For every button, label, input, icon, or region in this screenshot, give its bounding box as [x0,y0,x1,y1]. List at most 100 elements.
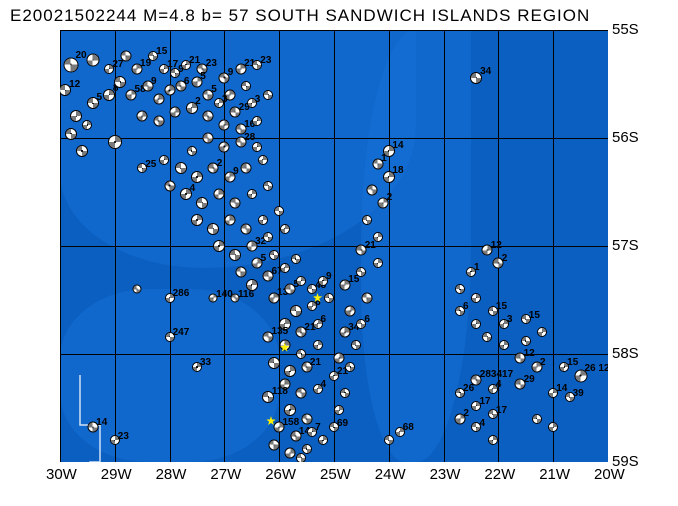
focal-mechanism-marker[interactable] [334,405,344,415]
beachball-quadrant [126,56,131,61]
focal-mechanism-marker[interactable] [373,232,383,242]
focal-mechanism-marker[interactable] [268,357,280,369]
focal-mechanism-marker[interactable] [455,284,465,294]
focal-mechanism-marker[interactable] [488,435,498,445]
focal-mechanism-marker[interactable] [235,266,246,277]
focal-mechanism-marker[interactable] [345,362,355,372]
focal-mechanism-marker[interactable] [296,453,306,462]
focal-mechanism-marker[interactable] [313,340,323,350]
focal-mechanism-marker[interactable] [191,171,203,183]
focal-mechanism-marker[interactable] [120,50,131,61]
focal-mechanism-marker[interactable] [219,141,230,152]
focal-mechanism-marker[interactable] [213,240,225,252]
beachball-center-dot [284,323,285,324]
focal-mechanism-marker[interactable] [241,81,251,91]
beachball-quadrant [384,177,389,182]
focal-mechanism-marker[interactable] [361,292,372,303]
focal-mechanism-marker[interactable] [373,258,383,268]
focal-mechanism-marker[interactable] [164,85,175,96]
focal-mechanism-marker[interactable] [471,319,481,329]
focal-mechanism-marker[interactable] [224,215,235,226]
focal-mechanism-marker[interactable] [367,184,378,195]
focal-mechanism-marker[interactable] [153,115,164,126]
beachball-quadrant [182,65,186,69]
focal-mechanism-marker[interactable] [82,120,92,130]
event-count-label: 6 [364,314,370,325]
focal-mechanism-marker[interactable] [137,111,148,122]
beachball-quadrant [142,112,147,117]
beachball-quadrant [247,246,252,251]
focal-mechanism-marker[interactable] [285,448,296,459]
focal-mechanism-marker[interactable] [362,215,372,225]
focal-mechanism-marker[interactable] [269,250,279,260]
focal-mechanism-marker[interactable] [207,223,219,235]
focal-mechanism-marker[interactable] [247,189,257,199]
focal-mechanism-marker[interactable] [548,422,558,432]
beachball-center-dot [301,353,302,354]
focal-mechanism-marker[interactable] [284,365,296,377]
focal-mechanism-marker[interactable] [230,197,241,208]
beachball-quadrant [290,289,295,294]
beachball-quadrant [257,143,261,147]
focal-mechanism-marker[interactable] [196,197,208,209]
focal-mechanism-marker[interactable] [318,435,328,445]
focal-mechanism-marker[interactable] [280,224,290,234]
focal-mechanism-marker[interactable] [241,223,252,234]
focal-mechanism-marker[interactable] [132,285,141,294]
focal-mechanism-marker[interactable] [296,387,307,398]
focal-mechanism-marker[interactable] [482,332,492,342]
focal-mechanism-marker[interactable] [258,155,268,165]
focal-mechanism-marker[interactable] [499,340,509,350]
focal-mechanism-marker[interactable] [351,340,361,350]
focal-mechanism-marker[interactable] [229,249,241,261]
focal-mechanism-marker[interactable] [70,110,82,122]
focal-mechanism-marker[interactable] [76,145,88,157]
focal-mechanism-marker[interactable] [263,90,273,100]
focal-mechanism-marker[interactable] [263,232,273,242]
beachball-center-dot [317,323,318,324]
focal-mechanism-marker[interactable] [290,305,302,317]
focal-mechanism-marker[interactable] [202,133,213,144]
focal-mechanism-marker[interactable] [108,135,122,149]
focal-mechanism-marker[interactable] [280,263,290,273]
focal-mechanism-marker[interactable] [291,254,301,264]
event-count-label: 5 [200,71,206,82]
focal-mechanism-marker[interactable] [187,146,197,156]
focal-mechanism-marker[interactable] [296,276,306,286]
focal-mechanism-marker[interactable] [284,404,296,416]
focal-mechanism-marker[interactable] [274,206,284,216]
focal-mechanism-marker[interactable] [164,180,175,191]
focal-mechanism-marker[interactable] [334,353,345,364]
beachball-quadrant [384,151,389,156]
focal-mechanism-marker[interactable] [202,111,213,122]
focal-mechanism-marker[interactable] [301,413,312,424]
focal-mechanism-marker[interactable] [65,128,77,140]
event-count-label: 7 [315,422,321,433]
focal-mechanism-marker[interactable] [340,388,350,398]
focal-mechanism-marker[interactable] [213,189,224,200]
focal-mechanism-marker[interactable] [252,116,262,126]
focal-mechanism-marker[interactable] [241,163,252,174]
focal-mechanism-marker[interactable] [296,349,306,359]
focal-mechanism-marker[interactable] [219,120,230,131]
focal-mechanism-marker[interactable] [258,215,268,225]
focal-mechanism-marker[interactable] [521,336,531,346]
focal-mechanism-marker[interactable] [191,214,203,226]
focal-mechanism-marker[interactable] [175,162,187,174]
focal-mechanism-marker[interactable] [532,414,542,424]
focal-mechanism-marker[interactable] [537,327,547,337]
focal-mechanism-marker[interactable] [263,181,273,191]
focal-mechanism-marker[interactable] [471,293,481,303]
focal-mechanism-marker[interactable] [114,76,126,88]
beachball-center-dot [476,427,477,428]
focal-mechanism-marker[interactable] [356,267,366,277]
focal-mechanism-marker[interactable] [345,305,356,316]
focal-mechanism-marker[interactable] [252,142,262,152]
focal-mechanism-marker[interactable] [153,94,164,105]
focal-mechanism-marker[interactable] [86,54,99,67]
focal-mechanism-marker[interactable] [384,435,394,445]
focal-mechanism-marker[interactable] [159,155,169,165]
focal-mechanism-marker[interactable] [268,439,279,450]
focal-mechanism-marker[interactable] [170,107,181,118]
focal-mechanism-marker[interactable] [324,293,334,303]
